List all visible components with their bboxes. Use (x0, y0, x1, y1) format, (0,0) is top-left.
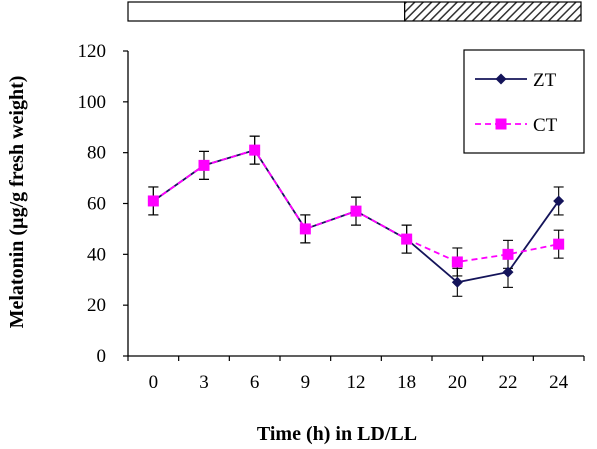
series-layer (147, 135, 565, 297)
y-tick-label: 40 (87, 244, 106, 265)
dark-period-bar (404, 1, 582, 22)
y-tick-label: 80 (87, 143, 106, 164)
x-tick-label: 20 (448, 372, 467, 393)
data-point-square (299, 223, 311, 235)
legend: ZT CT (463, 49, 585, 154)
y-tick-label: 0 (97, 346, 107, 367)
data-point-square (553, 238, 565, 250)
legend-label-zt: ZT (533, 70, 557, 91)
x-tick-label: 22 (499, 372, 518, 393)
x-axis-ticks: 0 3 6 9 12 18 20 22 24 (127, 356, 585, 393)
x-tick-label: 6 (250, 372, 260, 393)
legend-marker-square (495, 118, 507, 130)
data-point-diamond (451, 276, 463, 288)
y-tick-label: 120 (78, 41, 107, 62)
x-tick-label: 18 (397, 372, 416, 393)
x-tick-label: 3 (199, 372, 209, 393)
x-tick-label: 24 (549, 372, 569, 393)
y-axis-ticks: 0 20 40 60 80 100 120 (78, 41, 128, 367)
x-tick-label: 12 (347, 372, 366, 393)
markers-ct (147, 144, 565, 268)
legend-box (463, 49, 585, 154)
x-tick-label: 0 (149, 372, 159, 393)
data-point-square (350, 205, 362, 217)
x-axis-title: Time (h) in LD/LL (257, 423, 417, 445)
data-point-square (401, 233, 413, 245)
legend-label-ct: CT (533, 115, 558, 136)
data-point-square (502, 248, 514, 260)
y-axis-title: Melatonin (µg/g fresh weight) (6, 76, 28, 329)
legend-marker-diamond (495, 73, 507, 85)
data-point-square (451, 256, 463, 268)
data-point-diamond (553, 195, 565, 207)
y-tick-label: 100 (78, 92, 107, 113)
x-tick-label: 9 (301, 372, 311, 393)
data-point-square (249, 144, 261, 156)
data-point-diamond (502, 266, 514, 278)
data-point-square (147, 195, 159, 207)
light-dark-bar (127, 1, 582, 22)
y-tick-label: 60 (87, 194, 106, 215)
light-period-bar (127, 1, 406, 22)
y-tick-label: 20 (87, 295, 106, 316)
data-point-square (198, 159, 210, 171)
